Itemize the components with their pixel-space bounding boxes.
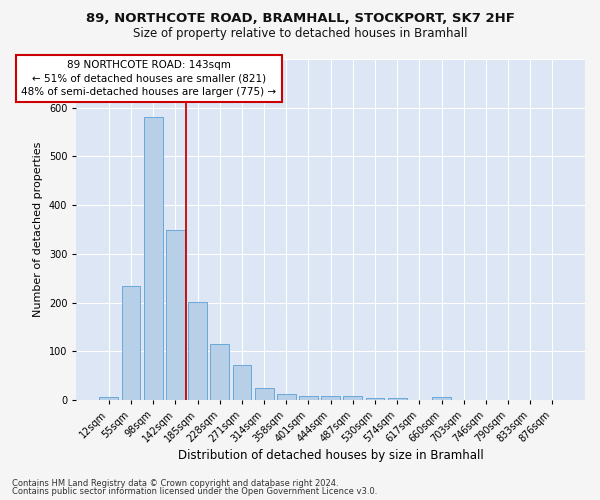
Text: Size of property relative to detached houses in Bramhall: Size of property relative to detached ho… bbox=[133, 28, 467, 40]
Y-axis label: Number of detached properties: Number of detached properties bbox=[33, 142, 43, 317]
Bar bbox=[166, 230, 185, 400]
Bar bbox=[321, 396, 340, 400]
Bar bbox=[144, 118, 163, 400]
Bar bbox=[277, 394, 296, 400]
X-axis label: Distribution of detached houses by size in Bramhall: Distribution of detached houses by size … bbox=[178, 450, 484, 462]
Bar bbox=[100, 396, 118, 400]
Bar bbox=[299, 396, 318, 400]
Bar bbox=[188, 302, 207, 400]
Bar bbox=[388, 398, 407, 400]
Bar bbox=[233, 365, 251, 400]
Text: Contains HM Land Registry data © Crown copyright and database right 2024.: Contains HM Land Registry data © Crown c… bbox=[12, 478, 338, 488]
Text: 89, NORTHCOTE ROAD, BRAMHALL, STOCKPORT, SK7 2HF: 89, NORTHCOTE ROAD, BRAMHALL, STOCKPORT,… bbox=[86, 12, 514, 26]
Bar bbox=[343, 396, 362, 400]
Bar bbox=[254, 388, 274, 400]
Bar bbox=[365, 398, 385, 400]
Bar bbox=[211, 344, 229, 400]
Bar bbox=[432, 397, 451, 400]
Bar bbox=[122, 286, 140, 400]
Text: Contains public sector information licensed under the Open Government Licence v3: Contains public sector information licen… bbox=[12, 487, 377, 496]
Text: 89 NORTHCOTE ROAD: 143sqm
← 51% of detached houses are smaller (821)
48% of semi: 89 NORTHCOTE ROAD: 143sqm ← 51% of detac… bbox=[21, 60, 277, 96]
